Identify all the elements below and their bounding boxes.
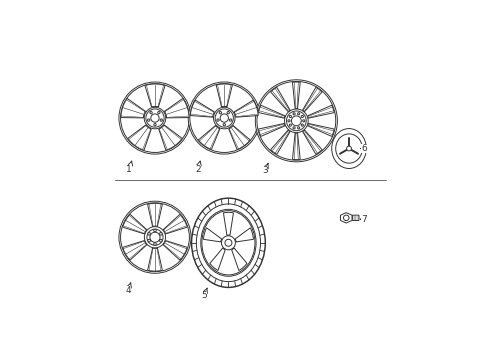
Polygon shape: [340, 213, 351, 223]
Polygon shape: [190, 100, 214, 117]
Ellipse shape: [255, 80, 337, 162]
Polygon shape: [163, 240, 187, 260]
Ellipse shape: [291, 116, 301, 126]
Ellipse shape: [219, 112, 221, 114]
Ellipse shape: [121, 84, 189, 152]
Ellipse shape: [145, 109, 164, 127]
Polygon shape: [121, 98, 145, 118]
Text: 1: 1: [126, 161, 132, 174]
Ellipse shape: [301, 116, 303, 118]
Polygon shape: [209, 248, 225, 270]
Ellipse shape: [215, 109, 233, 127]
Polygon shape: [307, 105, 334, 118]
Ellipse shape: [223, 123, 225, 126]
Ellipse shape: [153, 229, 156, 232]
Ellipse shape: [144, 107, 165, 129]
Polygon shape: [292, 133, 300, 159]
Ellipse shape: [289, 124, 291, 126]
Ellipse shape: [154, 123, 156, 126]
Ellipse shape: [284, 109, 307, 132]
Ellipse shape: [144, 227, 165, 248]
Polygon shape: [302, 87, 322, 112]
Ellipse shape: [331, 129, 366, 168]
Ellipse shape: [301, 124, 303, 126]
Ellipse shape: [226, 112, 229, 114]
Text: 2: 2: [195, 161, 201, 174]
Ellipse shape: [189, 84, 258, 152]
Ellipse shape: [119, 201, 191, 273]
Ellipse shape: [335, 134, 362, 163]
Polygon shape: [122, 214, 146, 234]
Polygon shape: [234, 100, 258, 117]
Ellipse shape: [158, 112, 160, 114]
Polygon shape: [258, 105, 285, 118]
Ellipse shape: [147, 233, 150, 235]
Ellipse shape: [159, 239, 162, 242]
Ellipse shape: [289, 116, 291, 118]
Ellipse shape: [286, 111, 305, 131]
Text: 3: 3: [262, 163, 268, 175]
Polygon shape: [203, 228, 221, 242]
Ellipse shape: [343, 215, 348, 221]
Ellipse shape: [121, 203, 189, 272]
Ellipse shape: [191, 198, 265, 287]
Text: 5: 5: [201, 288, 207, 300]
Ellipse shape: [256, 81, 335, 160]
Polygon shape: [235, 228, 253, 242]
Polygon shape: [228, 126, 250, 149]
FancyBboxPatch shape: [352, 215, 358, 221]
Ellipse shape: [224, 239, 231, 246]
Polygon shape: [270, 87, 289, 112]
Polygon shape: [307, 123, 334, 136]
Polygon shape: [231, 248, 246, 270]
Ellipse shape: [292, 127, 295, 129]
Polygon shape: [159, 125, 182, 150]
Ellipse shape: [147, 119, 149, 121]
Ellipse shape: [153, 243, 156, 246]
Text: 6: 6: [360, 144, 366, 153]
Ellipse shape: [346, 146, 351, 151]
Polygon shape: [127, 125, 151, 150]
Ellipse shape: [188, 82, 260, 154]
Ellipse shape: [196, 204, 260, 282]
Ellipse shape: [150, 232, 160, 242]
Ellipse shape: [160, 119, 162, 121]
Polygon shape: [198, 126, 220, 149]
Polygon shape: [144, 84, 165, 107]
Ellipse shape: [302, 120, 304, 122]
Ellipse shape: [213, 107, 235, 129]
Ellipse shape: [220, 114, 228, 122]
Ellipse shape: [150, 114, 159, 122]
Polygon shape: [147, 203, 162, 226]
Text: 4: 4: [125, 283, 131, 295]
Ellipse shape: [229, 119, 231, 121]
Ellipse shape: [202, 211, 254, 275]
Ellipse shape: [297, 113, 299, 115]
Ellipse shape: [150, 112, 152, 114]
Polygon shape: [147, 248, 162, 271]
Ellipse shape: [287, 120, 289, 122]
Ellipse shape: [146, 229, 163, 245]
Ellipse shape: [216, 119, 219, 121]
Polygon shape: [292, 82, 300, 109]
Polygon shape: [163, 214, 187, 234]
Ellipse shape: [221, 236, 235, 250]
Ellipse shape: [292, 113, 295, 115]
Polygon shape: [223, 212, 233, 235]
Ellipse shape: [119, 82, 191, 154]
Polygon shape: [164, 98, 189, 118]
Polygon shape: [270, 130, 289, 154]
Ellipse shape: [147, 239, 150, 242]
Polygon shape: [122, 240, 146, 260]
Ellipse shape: [159, 233, 162, 235]
Polygon shape: [302, 130, 322, 154]
Polygon shape: [258, 123, 285, 136]
Ellipse shape: [297, 127, 299, 129]
Polygon shape: [216, 84, 232, 107]
Ellipse shape: [201, 209, 256, 276]
Text: 7: 7: [360, 215, 366, 224]
